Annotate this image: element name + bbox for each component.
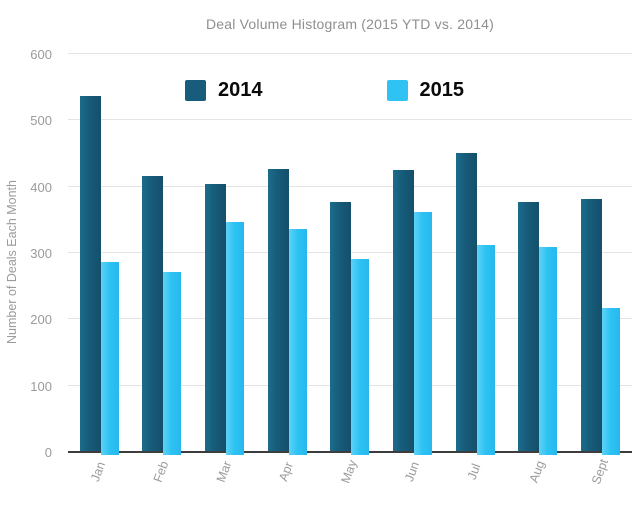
- bar-2014-aug: [518, 202, 540, 451]
- y-axis-ticks: 0 100 200 300 400 500 600: [0, 48, 58, 460]
- plot-area: 2014 2015: [68, 53, 632, 455]
- bar-2015-jan: [100, 261, 119, 455]
- y-tick-label-200: 200: [30, 312, 52, 328]
- legend-entry-2015: 2015: [386, 79, 465, 102]
- bar-2015-jun: [413, 212, 432, 455]
- bar-2014-apr: [267, 169, 289, 451]
- gridline-500: [68, 119, 632, 121]
- legend: 2014 2015: [185, 79, 464, 102]
- bar-2015-apr: [288, 228, 307, 455]
- bar-2015-jul: [476, 245, 495, 455]
- legend-swatch-2015: [386, 80, 408, 101]
- y-tick-label-0: 0: [44, 445, 52, 460]
- bar-2015-feb: [163, 271, 182, 455]
- bar-2015-sept: [601, 308, 620, 455]
- y-tick-label-300: 300: [30, 246, 52, 261]
- y-tick-label-100: 100: [30, 378, 52, 394]
- bar-2014-may: [330, 202, 352, 451]
- y-tick-label-500: 500: [30, 113, 52, 129]
- legend-label-2015: 2015: [419, 79, 465, 101]
- bar-2015-may: [351, 258, 370, 455]
- bar-2015-mar: [225, 222, 244, 455]
- bar-2014-jul: [455, 152, 477, 451]
- y-tick-label-400: 400: [30, 179, 52, 195]
- legend-label-2014: 2014: [218, 79, 263, 101]
- legend-swatch-2014: [185, 80, 206, 101]
- bar-2014-jun: [392, 170, 414, 451]
- gridline-600: [68, 53, 632, 54]
- gridline-400: [68, 185, 632, 187]
- chart-title: Deal Volume Histogram (2015 YTD vs. 2014…: [205, 16, 495, 32]
- bar-2014-feb: [142, 175, 164, 451]
- bar-2015-aug: [539, 246, 558, 455]
- bar-2014-mar: [204, 184, 226, 451]
- legend-entry-2014: 2014: [185, 79, 263, 102]
- x-axis-labels: Jan Feb Mar Apr May Jun Jul Aug Sept: [68, 456, 632, 504]
- bar-2014-sept: [580, 198, 602, 451]
- y-tick-label-600: 600: [30, 47, 52, 62]
- bar-2014-jan: [79, 96, 101, 451]
